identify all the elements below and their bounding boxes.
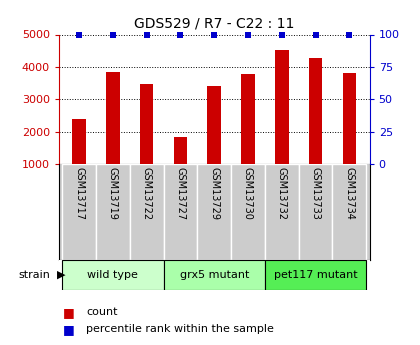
Bar — [173, 137, 187, 164]
Text: GSM13727: GSM13727 — [176, 167, 185, 220]
Text: ▶: ▶ — [57, 270, 65, 280]
Title: GDS529 / R7 - C22 : 11: GDS529 / R7 - C22 : 11 — [134, 17, 294, 31]
Bar — [62, 164, 96, 260]
Bar — [265, 164, 299, 260]
Text: GSM13730: GSM13730 — [243, 167, 253, 220]
Text: GSM13719: GSM13719 — [108, 167, 118, 220]
Bar — [333, 164, 366, 260]
Text: strain: strain — [18, 270, 50, 280]
Bar — [163, 260, 265, 290]
Bar — [299, 164, 333, 260]
Bar — [96, 164, 130, 260]
Bar — [241, 74, 255, 164]
Text: wild type: wild type — [87, 270, 138, 280]
Text: GSM13717: GSM13717 — [74, 167, 84, 220]
Bar — [72, 119, 86, 164]
Text: GSM13722: GSM13722 — [142, 167, 152, 220]
Bar — [265, 260, 366, 290]
Text: ■: ■ — [63, 323, 75, 336]
Text: GSM13732: GSM13732 — [277, 167, 287, 220]
Bar — [140, 84, 153, 164]
Bar — [62, 260, 163, 290]
Text: ■: ■ — [63, 306, 75, 319]
Text: count: count — [86, 307, 118, 317]
Bar — [231, 164, 265, 260]
Bar — [197, 164, 231, 260]
Bar — [163, 164, 197, 260]
Text: GSM13734: GSM13734 — [344, 167, 354, 220]
Bar — [207, 86, 221, 164]
Bar — [130, 164, 163, 260]
Text: grx5 mutant: grx5 mutant — [179, 270, 249, 280]
Bar — [106, 72, 120, 164]
Text: pet117 mutant: pet117 mutant — [274, 270, 357, 280]
Text: percentile rank within the sample: percentile rank within the sample — [86, 325, 274, 334]
Text: GSM13729: GSM13729 — [209, 167, 219, 220]
Text: GSM13733: GSM13733 — [310, 167, 320, 220]
Bar — [343, 73, 356, 164]
Bar — [275, 50, 289, 164]
Bar — [309, 58, 322, 164]
